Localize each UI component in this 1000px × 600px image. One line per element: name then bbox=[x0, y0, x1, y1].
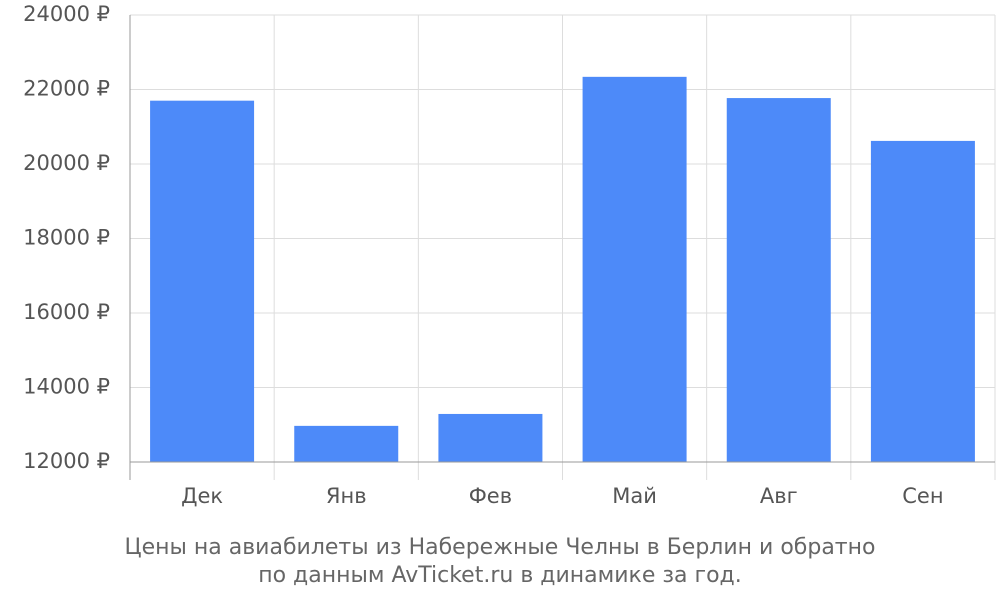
x-tick-label: Май bbox=[612, 484, 657, 508]
bar bbox=[150, 100, 255, 463]
x-tick-label: Сен bbox=[902, 484, 943, 508]
y-tick-label: 22000 ₽ bbox=[23, 77, 110, 101]
y-tick-label: 14000 ₽ bbox=[23, 375, 110, 399]
y-tick-label: 20000 ₽ bbox=[23, 151, 110, 175]
x-tick-label: Янв bbox=[326, 484, 367, 508]
bar bbox=[294, 425, 399, 462]
y-tick-label: 16000 ₽ bbox=[23, 300, 110, 324]
x-tick-label: Дек bbox=[181, 484, 223, 508]
y-tick-label: 18000 ₽ bbox=[23, 226, 110, 250]
bar bbox=[438, 413, 543, 462]
bar bbox=[726, 98, 831, 462]
bar bbox=[582, 76, 687, 463]
y-tick-label: 12000 ₽ bbox=[23, 449, 110, 473]
x-tick-label: Фев bbox=[469, 484, 512, 508]
bar bbox=[870, 140, 975, 462]
chart-title: Цены на авиабилеты из Набережные Челны в… bbox=[125, 535, 876, 560]
chart-title: по данным AvTicket.ru в динамике за год. bbox=[258, 563, 742, 588]
x-tick-label: Авг bbox=[760, 484, 798, 508]
y-tick-label: 24000 ₽ bbox=[23, 2, 110, 26]
